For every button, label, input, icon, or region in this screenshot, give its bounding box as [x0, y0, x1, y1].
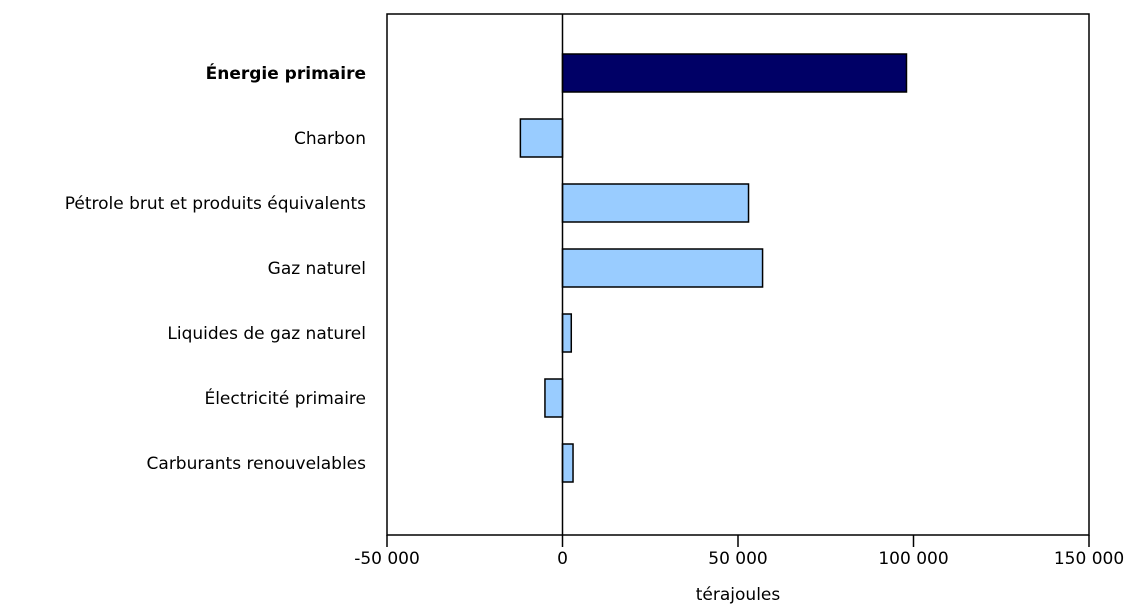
category-label-4: Liquides de gaz naturel: [167, 324, 366, 344]
bar-5: [544, 378, 564, 418]
x-tick-label-3: 100 000: [878, 549, 948, 569]
bar-6: [561, 443, 574, 483]
x-tick-label-2: 50 000: [708, 549, 767, 569]
bar-1: [519, 118, 564, 158]
bar-0: [561, 53, 908, 93]
category-label-6: Carburants renouvelables: [147, 454, 367, 474]
category-label-2: Pétrole brut et produits équivalents: [65, 194, 366, 214]
x-tick-label-4: 150 000: [1054, 549, 1124, 569]
x-tick-label-0: -50 000: [354, 549, 420, 569]
category-labels: Énergie primaire Charbon Pétrole brut et p…: [65, 62, 366, 474]
bar-2: [561, 183, 750, 223]
category-label-3: Gaz naturel: [268, 259, 366, 279]
bar-3: [561, 248, 764, 288]
bars-layer: [519, 53, 908, 483]
category-label-5: Électricité primaire: [204, 387, 366, 409]
x-axis-label: térajoules: [696, 585, 781, 605]
bar-4: [561, 313, 573, 353]
x-axis-ticks: -50 000 0 50 000 100 000 150 000: [354, 535, 1124, 569]
category-label-0: Énergie primaire: [206, 62, 366, 84]
category-label-1: Charbon: [294, 129, 366, 149]
x-tick-label-1: 0: [557, 549, 568, 569]
